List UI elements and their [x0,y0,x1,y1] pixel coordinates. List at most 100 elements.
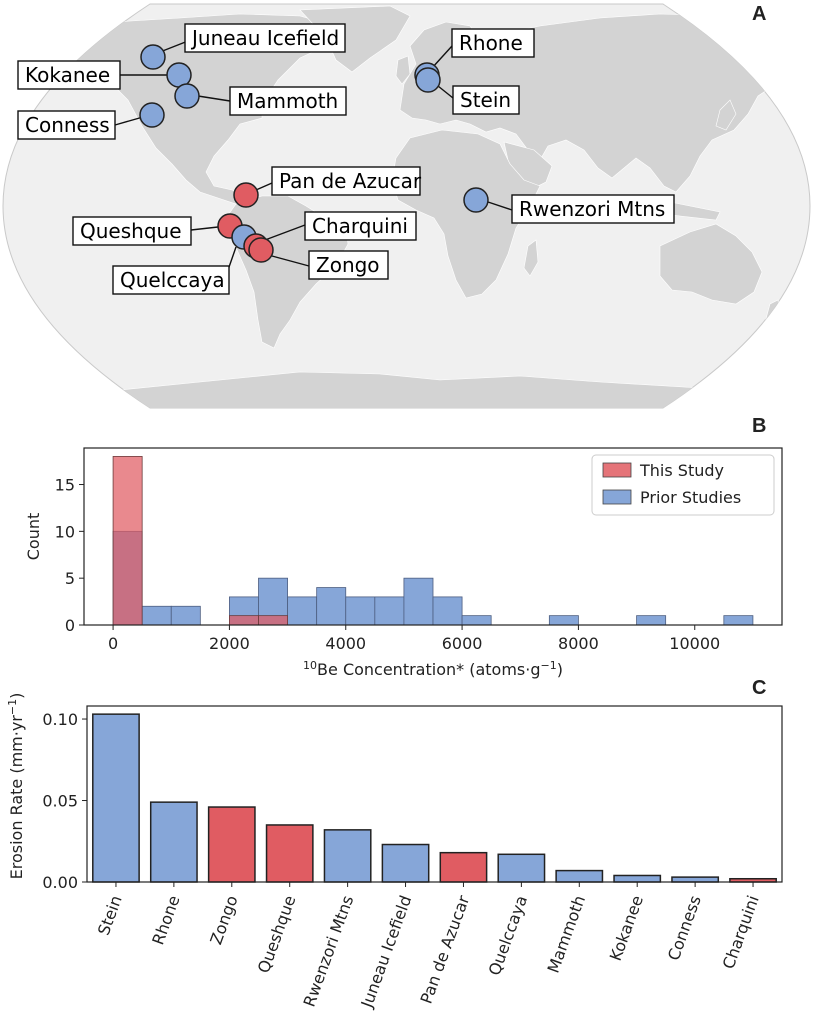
category-label: Mammoth [543,893,589,976]
y-tick-label: 0.00 [42,873,78,892]
site-marker-dot [139,102,165,128]
category-label: Rwenzori Mtns [299,893,357,1009]
site-marker-dot [415,67,441,93]
japan-shape [715,99,737,131]
erosion-bar-chart: Stein Rhone Zongo Queshque Rwenzori Mtns June… [6,693,783,1011]
y-axis-label: Count [24,513,43,561]
category-label: Quelccaya [485,893,531,978]
site-label: Mammoth [237,89,338,113]
antarctica-shape [99,371,761,408]
map-panel: A Juneau Icefield Kokanee Mammoth Conness Rh… [2,3,811,409]
histogram-bar-prior [403,577,434,626]
legend-swatch-this-study [602,462,632,478]
site-label: Queshque [80,219,182,243]
histogram-bar-this-study [229,615,259,626]
x-tick-label: 6000 [442,634,483,653]
panel-a-letter: A [752,3,766,25]
y-tick-label: 0.05 [42,792,78,811]
site-label: Charquini [312,214,408,238]
histogram-plot-frame [83,447,783,626]
y-tick-label: 0 [65,616,75,635]
y-axis-label: Erosion Rate (mm·yr−1) [6,693,26,880]
x-tick-label: 2000 [209,634,250,653]
site-label-box [17,110,116,140]
histogram-bar-prior [316,587,347,626]
y-axis-label-exponent: −1 [6,699,19,715]
histogram-bar-this-study [258,615,288,626]
site-label: Rwenzori Mtns [519,197,665,221]
y-tick-label: 10 [55,522,75,541]
erosion-bar-quelccaya [497,853,546,883]
x-axis-label-close: ) [557,660,563,679]
site-label-box [229,86,347,116]
site-label-box [72,216,192,246]
category-label: Rhone [148,893,183,947]
site-label: Kokanee [25,63,110,87]
y-axis-label-close: ) [7,693,26,699]
site-marker-dot [140,44,166,70]
site-leader-line [264,224,306,241]
site-kokanee: Kokanee [17,60,192,90]
australia-shape [659,223,763,305]
x-axis-label-text: Be Concentration* (atoms·g [317,660,540,679]
site-conness: Conness [17,102,165,140]
category-label: Queshque [254,893,300,976]
site-marker-dot [463,187,489,213]
panel-b-letter: B [752,415,766,437]
x-tick-label: 4000 [325,634,366,653]
x-tick-label: 10000 [669,634,720,653]
legend-swatch-prior-studies [602,489,632,505]
uk-shape [395,55,411,85]
site-markers: Juneau Icefield Kokanee Mammoth Conness Rhon… [17,23,675,295]
erosion-bar-queshque [265,824,314,883]
y-tick-label: 5 [65,569,75,588]
site-label: Rhone [459,31,523,55]
erosion-bar-juneau-icefield [381,843,430,883]
site-label-box [271,166,421,196]
site-label: Conness [25,113,110,137]
histogram-bar-prior [636,615,667,626]
site-label: Stein [460,88,511,112]
site-leader-line [487,201,513,211]
site-rwenzori-mtns: Rwenzori Mtns [463,187,675,224]
panel-c-letter: C [752,677,766,699]
site-label-box [304,211,417,241]
site-marker-dot [174,83,200,109]
madagascar-shape [523,239,539,277]
erosion-bar-rhone [149,801,198,883]
site-leader-line [437,85,454,99]
site-pan-de-azucar: Pan de Azucar [233,166,422,208]
site-label: Zongo [316,253,380,277]
site-leader-line [159,40,189,53]
site-juneau-icefield: Juneau Icefield [140,23,346,70]
legend-label-this-study: This Study [639,461,724,480]
x-axis-label: 10Be Concentration* (atoms·g−1) [303,659,563,679]
site-marker-dot [233,182,259,208]
erosion-bar-conness [671,876,720,883]
category-label: Kokanee [606,893,647,964]
y-tick-label: 0.10 [42,710,78,729]
histogram-bar-prior [141,605,172,626]
bar-plot-frame [86,705,783,883]
y-tick-label: 15 [55,476,75,495]
category-label: Juneau Icefield [357,893,415,1011]
site-zongo: Zongo [248,237,389,280]
category-label: Conness [664,893,705,963]
site-label: Pan de Azucar [279,169,422,193]
histogram-bar-prior [723,615,754,626]
site-label-box [308,250,389,280]
site-leader-line [114,116,144,126]
erosion-bar-kokanee [613,874,662,883]
histogram-bar-prior [345,596,376,626]
erosion-bar-mammoth [555,869,604,883]
site-label-box [17,60,121,90]
category-label: Zongo [206,893,241,947]
site-label-box [451,28,535,58]
category-label: Stein [94,893,126,938]
site-leader-line [197,95,231,102]
site-label-box [184,23,346,53]
erosion-bar-pan-de-azucar [439,851,488,883]
category-label: Charquini [719,893,763,972]
